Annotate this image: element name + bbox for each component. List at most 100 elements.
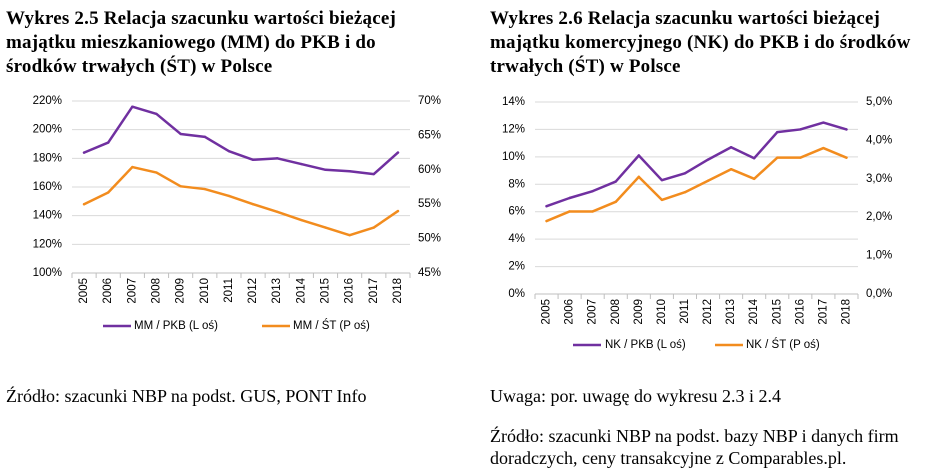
x-tick-label: 2006 (102, 278, 114, 304)
data-point (227, 194, 231, 198)
x-tick-label: 2018 (840, 299, 852, 325)
data-point (107, 141, 110, 144)
y-right-tick-label: 3,0% (866, 173, 892, 185)
data-point (591, 189, 594, 193)
y-left-tick-label: 6% (508, 206, 525, 218)
y-left-tick-label: 2% (508, 261, 525, 273)
y-right-tick-label: 4,0% (866, 134, 892, 146)
chart-title-wykres-2-6: Wykres 2.6 Relacja szacunku wartości bie… (490, 7, 911, 79)
data-point (637, 175, 641, 179)
x-tick-label: 2017 (368, 278, 380, 304)
data-point (706, 158, 710, 161)
y-right-tick-label: 65% (418, 129, 441, 141)
y-right-tick-label: 5,0% (866, 96, 892, 108)
x-tick-label: 2008 (610, 299, 622, 325)
data-point (203, 135, 206, 139)
x-tick-label: 2017 (817, 299, 829, 325)
data-point (82, 151, 86, 154)
legend-item: NK / ŚT (P oś) (715, 338, 820, 351)
data-point (324, 226, 327, 229)
data-point (752, 177, 756, 180)
legend-item: MM / PKB (L oś) (103, 320, 218, 332)
y-left-tick-label: 160% (33, 181, 62, 193)
x-tick-label: 2009 (633, 299, 645, 325)
x-tick-label: 2007 (587, 299, 599, 325)
chart-wykres-2-6: 0% 2% 4% 6% 8% 10% 12% 14% 0,0% 1,0% 2,0% 3,0% 4,0% 5… (502, 96, 892, 351)
x-tick-label: 2015 (320, 278, 332, 304)
legend-item: NK / PKB (L oś) (573, 339, 686, 351)
x-tick-label: 2010 (199, 278, 211, 304)
y-right-tick-label: 1,0% (866, 250, 892, 262)
x-tick-label: 2005 (78, 278, 90, 304)
legend-label: NK / ŚT (P oś) (746, 338, 820, 351)
data-point (251, 203, 255, 206)
x-tick-label: 2014 (748, 298, 760, 324)
x-tick-label: 2006 (564, 299, 576, 325)
y-right-tick-label: 0,0% (866, 288, 892, 300)
data-point (822, 121, 825, 124)
y-left-tick-label: 12% (502, 123, 525, 135)
data-point (300, 218, 303, 222)
y-right-tick-label: 45% (418, 267, 441, 279)
title-line: majątku mieszkaniowego (MM) do PKB i do (6, 32, 376, 53)
x-tick-label: 2010 (656, 299, 668, 325)
y-left-tick-label: 100% (33, 267, 62, 279)
legend-item: MM / ŚT (P oś) (262, 319, 370, 332)
legend-label: MM / PKB (L oś) (134, 320, 218, 332)
x-tick-label: 2016 (344, 278, 356, 304)
legend-label: NK / PKB (L oś) (605, 339, 686, 351)
data-point (372, 172, 375, 176)
series-line (82, 165, 400, 237)
x-tick-label: 2012 (702, 299, 714, 325)
data-point (637, 154, 641, 157)
y-left-tick-label: 4% (508, 233, 525, 245)
x-tick-label: 2016 (794, 299, 806, 325)
x-tick-label: 2014 (295, 277, 307, 303)
chart-wykres-2-5: 100% 120% 140% 160% 180% 200% 220% 45% 50% 55% 60%… (33, 95, 441, 332)
y-right-tick-label: 50% (418, 233, 441, 245)
title-line: Wykres 2.5 Relacja szacunku wartości bie… (6, 8, 396, 29)
data-point (729, 168, 733, 171)
data-point (706, 179, 710, 182)
data-point (179, 185, 182, 188)
y-left-tick-label: 0% (508, 288, 525, 300)
chart-title-wykres-2-5: Wykres 2.5 Relacja szacunku wartości bie… (6, 7, 396, 79)
x-tick-label: 2015 (771, 299, 783, 325)
data-point (845, 128, 848, 131)
y-left-tick-label: 200% (33, 124, 62, 136)
source-note: Źródło: szacunki NBP na podst. bazy NBP … (490, 426, 899, 446)
y-right-tick-label: 2,0% (866, 211, 892, 223)
data-point (568, 196, 571, 200)
title-line: trwałych (ŚT) w Polsce (490, 56, 681, 77)
x-tick-label: 2011 (679, 299, 691, 324)
y-left-tick-label: 120% (33, 238, 62, 250)
data-point (683, 191, 687, 194)
series-line (545, 146, 848, 223)
data-point (614, 200, 617, 204)
series-line (82, 105, 400, 176)
data-point (227, 149, 231, 153)
y-right-tick-label: 55% (418, 198, 441, 210)
data-point (155, 171, 158, 174)
data-point (82, 203, 86, 206)
data-point (324, 168, 327, 171)
data-point (683, 172, 687, 175)
y-left-tick-label: 10% (502, 151, 525, 163)
y-left-tick-label: 140% (33, 210, 62, 222)
data-point (300, 162, 303, 166)
legend-label: MM / ŚT (P oś) (293, 319, 370, 332)
x-tick-label: 2013 (725, 299, 737, 325)
data-point (396, 151, 400, 154)
data-point (545, 205, 548, 208)
data-point (660, 178, 664, 182)
data-point (776, 130, 779, 134)
data-point (131, 105, 134, 108)
x-tick-label: 2009 (175, 278, 187, 304)
data-point (752, 157, 756, 160)
series-line (545, 121, 848, 208)
y-right-tick-label: 70% (418, 95, 441, 107)
data-point (131, 165, 134, 169)
y-left-tick-label: 220% (33, 95, 62, 107)
y-right-tick-label: 60% (418, 164, 441, 176)
